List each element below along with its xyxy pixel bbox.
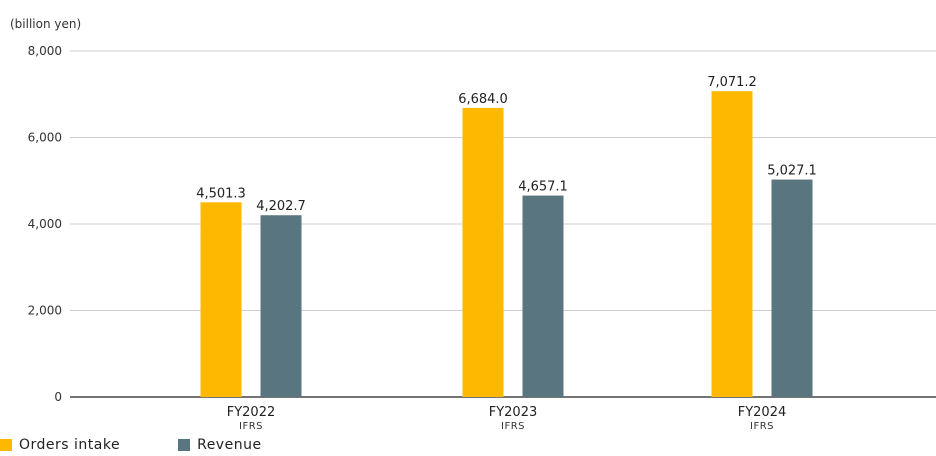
x-tick-label: FY2022 bbox=[227, 405, 276, 420]
legend-swatch-orders-intake bbox=[0, 439, 12, 451]
data-label-orders-intake: 7,071.2 bbox=[707, 75, 757, 90]
y-tick-label: 2,000 bbox=[28, 304, 62, 318]
legend-label-orders-intake: Orders intake bbox=[19, 437, 121, 453]
bar-series: 4,501.3 4,202.7 6,684.0 4,657.1 7,071.2 5,027… bbox=[196, 75, 817, 398]
x-tick-sublabel: IFRS bbox=[750, 421, 774, 432]
data-label-revenue: 4,657.1 bbox=[518, 180, 568, 195]
y-tick-label: 4,000 bbox=[28, 217, 62, 231]
x-tick-label: FY2023 bbox=[489, 405, 538, 420]
y-axis-ticks: 0 2,000 4,000 6,000 8,000 bbox=[28, 44, 62, 404]
bar-revenue-fy2022 bbox=[260, 215, 302, 397]
data-label-revenue: 5,027.1 bbox=[767, 164, 817, 179]
bar-revenue-fy2023 bbox=[522, 195, 564, 397]
bar-orders-intake-fy2024 bbox=[711, 91, 753, 398]
legend-item-revenue: Revenue bbox=[178, 437, 261, 453]
bar-orders-intake-fy2022 bbox=[200, 202, 242, 397]
legend-swatch-revenue bbox=[178, 439, 191, 451]
legend-item-orders-intake: Orders intake bbox=[0, 437, 120, 453]
x-tick-sublabel: IFRS bbox=[501, 421, 525, 432]
data-label-revenue: 4,202.7 bbox=[256, 199, 306, 214]
y-tick-label: 8,000 bbox=[28, 44, 62, 58]
legend-label-revenue: Revenue bbox=[197, 437, 262, 453]
data-label-orders-intake: 6,684.0 bbox=[458, 92, 508, 107]
bar-revenue-fy2024 bbox=[771, 179, 813, 397]
x-tick-sublabel: IFRS bbox=[239, 421, 263, 432]
y-tick-label: 0 bbox=[54, 390, 62, 404]
y-tick-label: 6,000 bbox=[28, 131, 62, 145]
legend: Orders intake Revenue bbox=[0, 437, 302, 453]
bar-orders-intake-fy2023 bbox=[462, 107, 504, 398]
bar-chart: (billion yen) 0 2,000 4,000 6,000 8,000 4,50… bbox=[10, 17, 936, 432]
data-label-orders-intake: 4,501.3 bbox=[196, 186, 246, 201]
x-tick-label: FY2024 bbox=[738, 405, 787, 420]
y-axis-unit-label: (billion yen) bbox=[10, 17, 81, 31]
